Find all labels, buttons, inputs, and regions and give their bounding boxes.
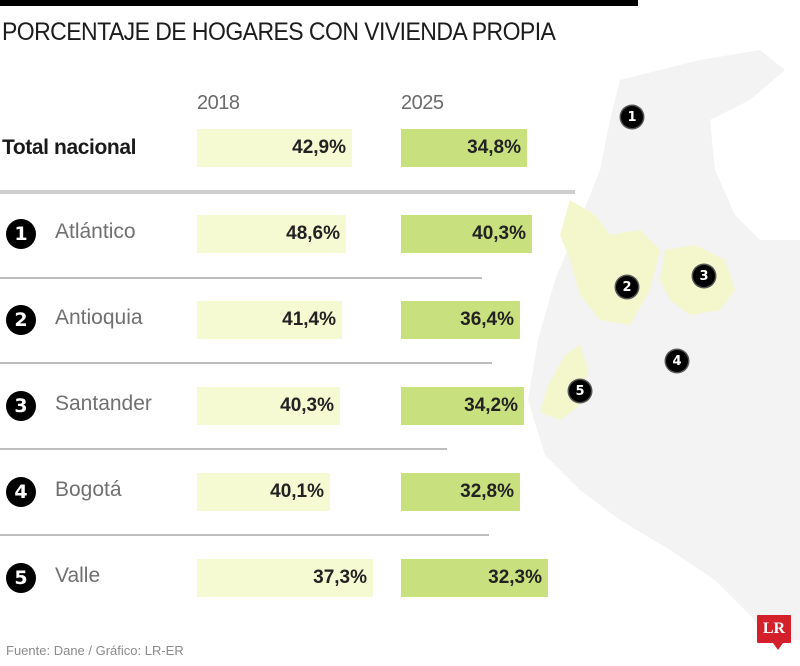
map-marker-3: 3 — [693, 265, 715, 287]
total-value-2018: 42,9% — [197, 129, 352, 167]
row-label-atlantico: Atlántico — [55, 220, 136, 243]
number-badge-4: 4 — [6, 477, 36, 507]
value-2025-valle: 32,3% — [401, 559, 548, 597]
map-base — [528, 50, 800, 640]
row-label-santander: Santander — [55, 392, 152, 415]
separator — [0, 534, 489, 536]
row-label-bogota: Bogotá — [55, 478, 122, 501]
row-label-antioquia: Antioquia — [55, 306, 143, 329]
value-2025-atlantico: 40,3% — [401, 215, 532, 253]
separator — [0, 448, 447, 450]
source-note: Fuente: Dane / Gráfico: LR-ER — [6, 643, 184, 658]
total-value-2025: 34,8% — [401, 129, 527, 167]
map-marker-2: 2 — [616, 276, 638, 298]
value-2025-santander: 34,2% — [401, 387, 524, 425]
value-2025-bogota: 32,8% — [401, 473, 520, 511]
page-title: PORCENTAJE DE HOGARES CON VIVIENDA PROPI… — [2, 18, 556, 46]
number-badge-5: 5 — [6, 563, 36, 593]
colombia-map — [500, 40, 800, 666]
map-shape — [528, 50, 800, 640]
column-header-2025: 2025 — [401, 92, 444, 114]
separator — [0, 277, 482, 279]
map-marker-4: 4 — [666, 350, 688, 372]
map-marker-1: 1 — [621, 106, 643, 128]
total-label: Total nacional — [2, 136, 137, 159]
value-2018-bogota: 40,1% — [197, 473, 330, 511]
top-rule — [0, 0, 638, 6]
map-marker-5: 5 — [569, 380, 591, 402]
value-2018-santander: 40,3% — [197, 387, 340, 425]
lr-logo: LR — [757, 615, 791, 650]
row-label-valle: Valle — [55, 564, 101, 587]
value-2018-antioquia: 41,4% — [197, 301, 342, 339]
separator — [0, 362, 492, 364]
value-2018-valle: 37,3% — [197, 559, 373, 597]
number-badge-1: 1 — [6, 219, 36, 249]
number-badge-2: 2 — [6, 305, 36, 335]
value-2025-antioquia: 36,4% — [401, 301, 520, 339]
column-header-2018: 2018 — [197, 92, 240, 114]
value-2018-atlantico: 48,6% — [197, 215, 346, 253]
separator — [0, 190, 575, 194]
number-badge-3: 3 — [6, 391, 36, 421]
